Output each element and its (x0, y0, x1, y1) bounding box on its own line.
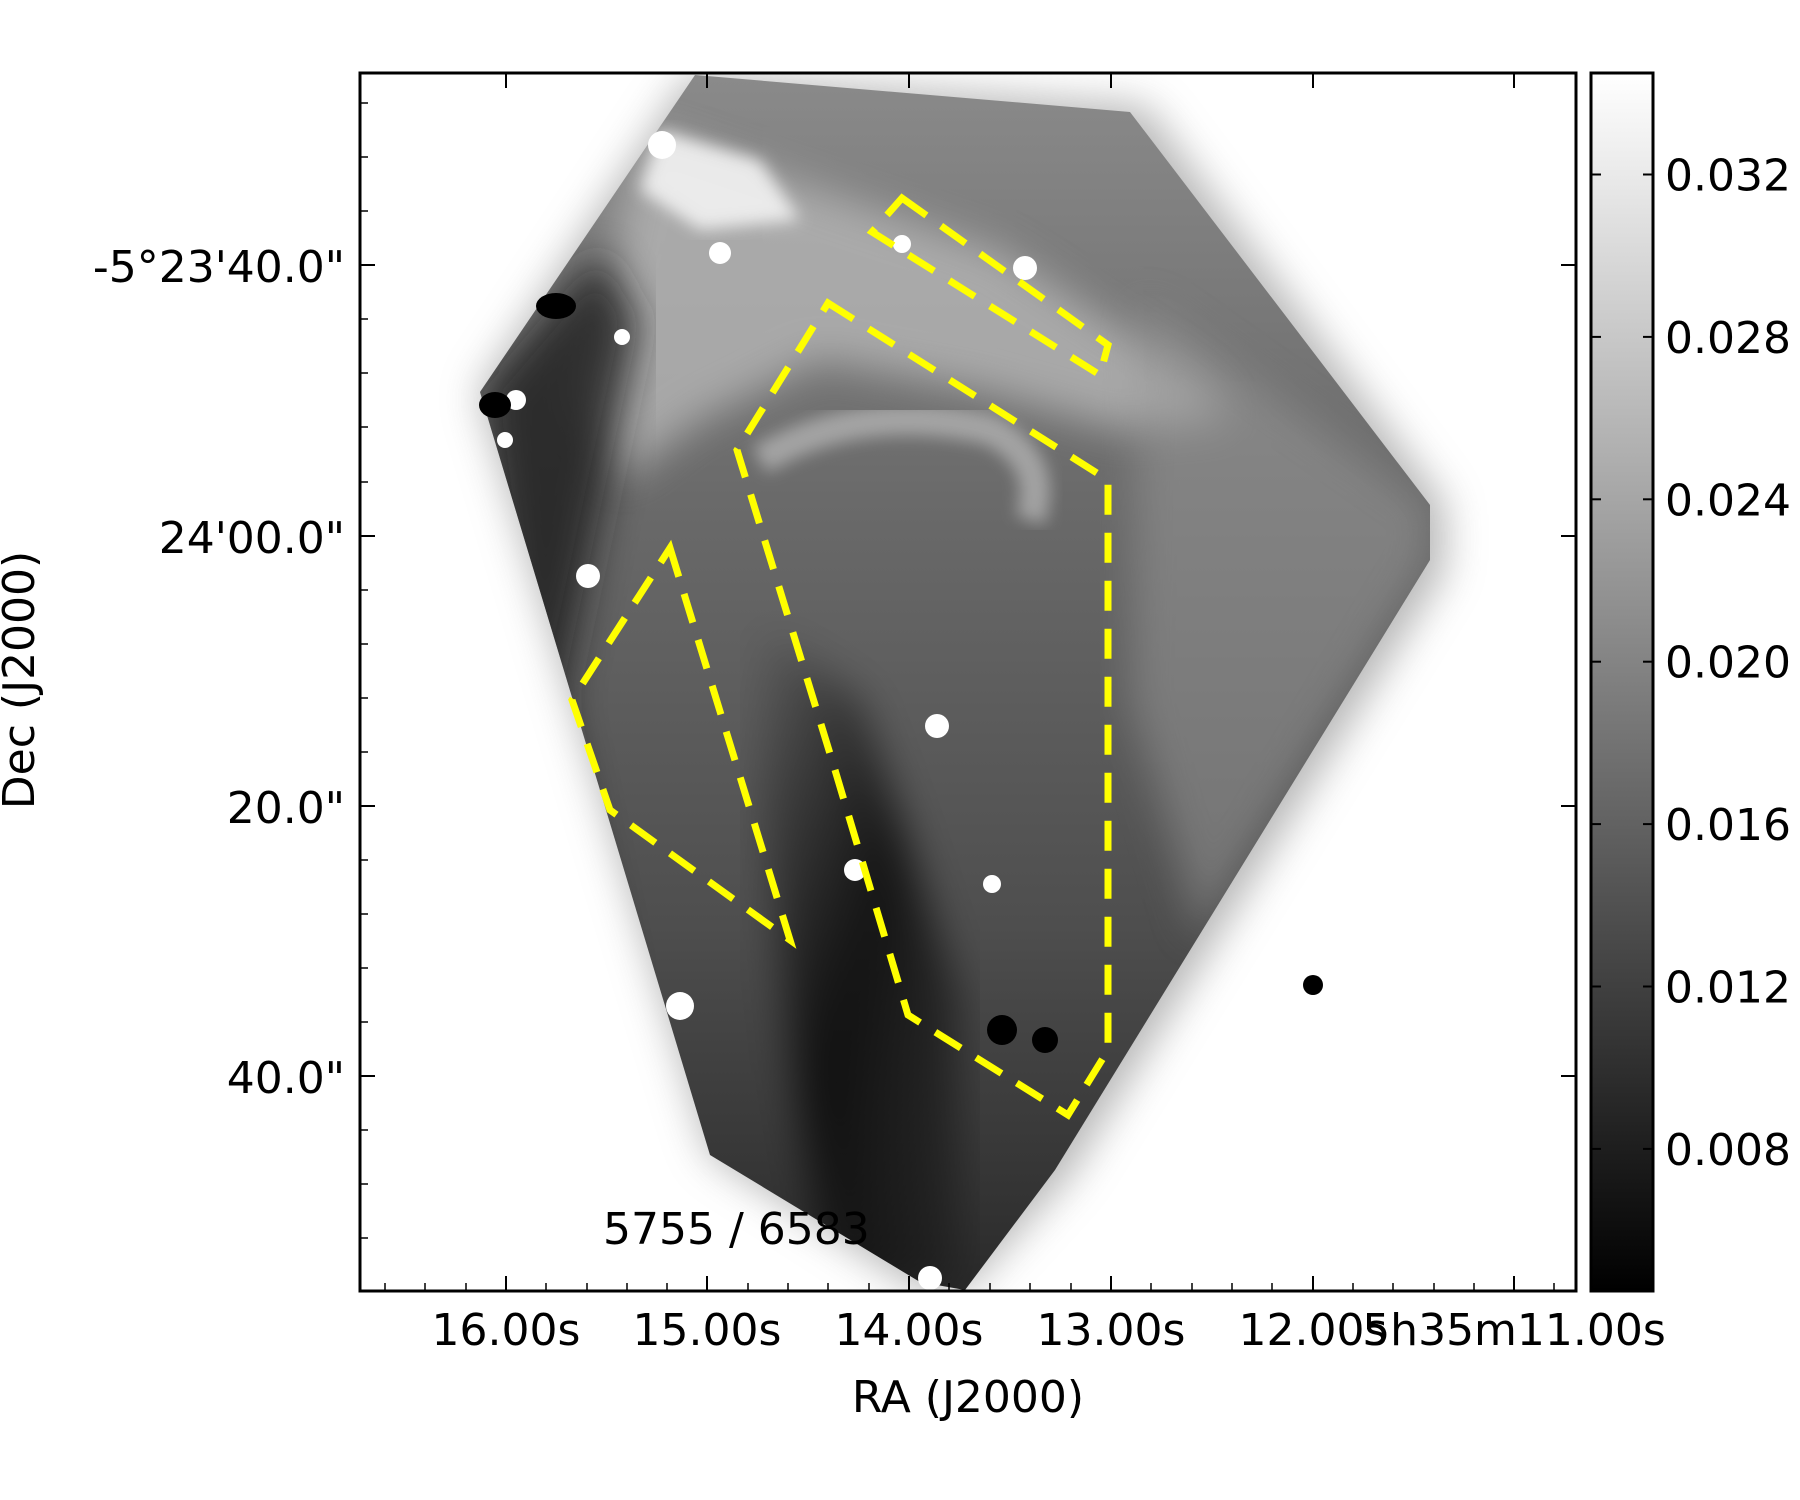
colorbar-labels: 0.032 0.028 0.024 0.020 0.016 0.012 0.008 (1665, 151, 1791, 1176)
colorbar-tick-label: 0.028 (1665, 313, 1791, 364)
colorbar: 0.032 0.028 0.024 0.020 0.016 0.012 0.008 (1589, 71, 1791, 1293)
y-axis-title: Dec (J2000) (0, 551, 45, 809)
y-tick-label: -5°23'40.0" (93, 242, 345, 293)
colorbar-ticks (1591, 173, 1653, 1150)
region-top (866, 193, 1113, 381)
colorbar-tick-label: 0.020 (1665, 638, 1791, 689)
x-tick-label: 5h35m11.00s (1362, 1305, 1666, 1356)
y-tick-marks (360, 264, 1576, 1077)
annotation: 5755 / 6583 (603, 1204, 870, 1255)
x-tick-labels: 16.00s 15.00s 14.00s 13.00s 12.00s 5h35m… (432, 1305, 1666, 1356)
dark-lane (760, 620, 960, 1290)
colorbar-tick-label: 0.012 (1665, 963, 1791, 1014)
colorbar-gradient (1591, 73, 1653, 1291)
y-minor-ticks (360, 102, 368, 1239)
x-tick-label: 16.00s (432, 1305, 581, 1356)
image-panel: 5755 / 6583 (478, 75, 1445, 1290)
plot-frame (358, 71, 1578, 1293)
x-tick-marks (505, 73, 1515, 1291)
y-tick-label: 20.0" (227, 783, 345, 834)
colorbar-tick-label: 0.008 (1665, 1125, 1791, 1176)
region-left (568, 539, 797, 949)
y-tick-label: 40.0" (227, 1053, 345, 1104)
x-minor-ticks (384, 1283, 1555, 1291)
bright-stars (497, 131, 1037, 1290)
x-axis-title: RA (J2000) (852, 1372, 1084, 1423)
filament-arc (752, 405, 1050, 525)
colorbar-tick-label: 0.016 (1665, 800, 1791, 851)
x-tick-label: 13.00s (1037, 1305, 1186, 1356)
colorbar-frame (1589, 71, 1655, 1293)
x-tick-label: 14.00s (835, 1305, 984, 1356)
y-tick-label: 24'00.0" (159, 513, 345, 564)
x-tick-label: 12.00s (1239, 1305, 1388, 1356)
y-tick-labels: -5°23'40.0" 24'00.0" 20.0" 40.0" (93, 242, 345, 1104)
right-glow (1130, 300, 1430, 940)
dark-stars (479, 293, 1323, 1053)
region-large (733, 298, 1112, 1120)
bright-knot (640, 130, 800, 230)
colorbar-tick-label: 0.024 (1665, 475, 1791, 526)
dark-edge (480, 250, 640, 1000)
x-tick-label: 15.00s (633, 1305, 782, 1356)
region-outlines (568, 193, 1113, 1120)
colorbar-tick-label: 0.032 (1665, 151, 1791, 202)
